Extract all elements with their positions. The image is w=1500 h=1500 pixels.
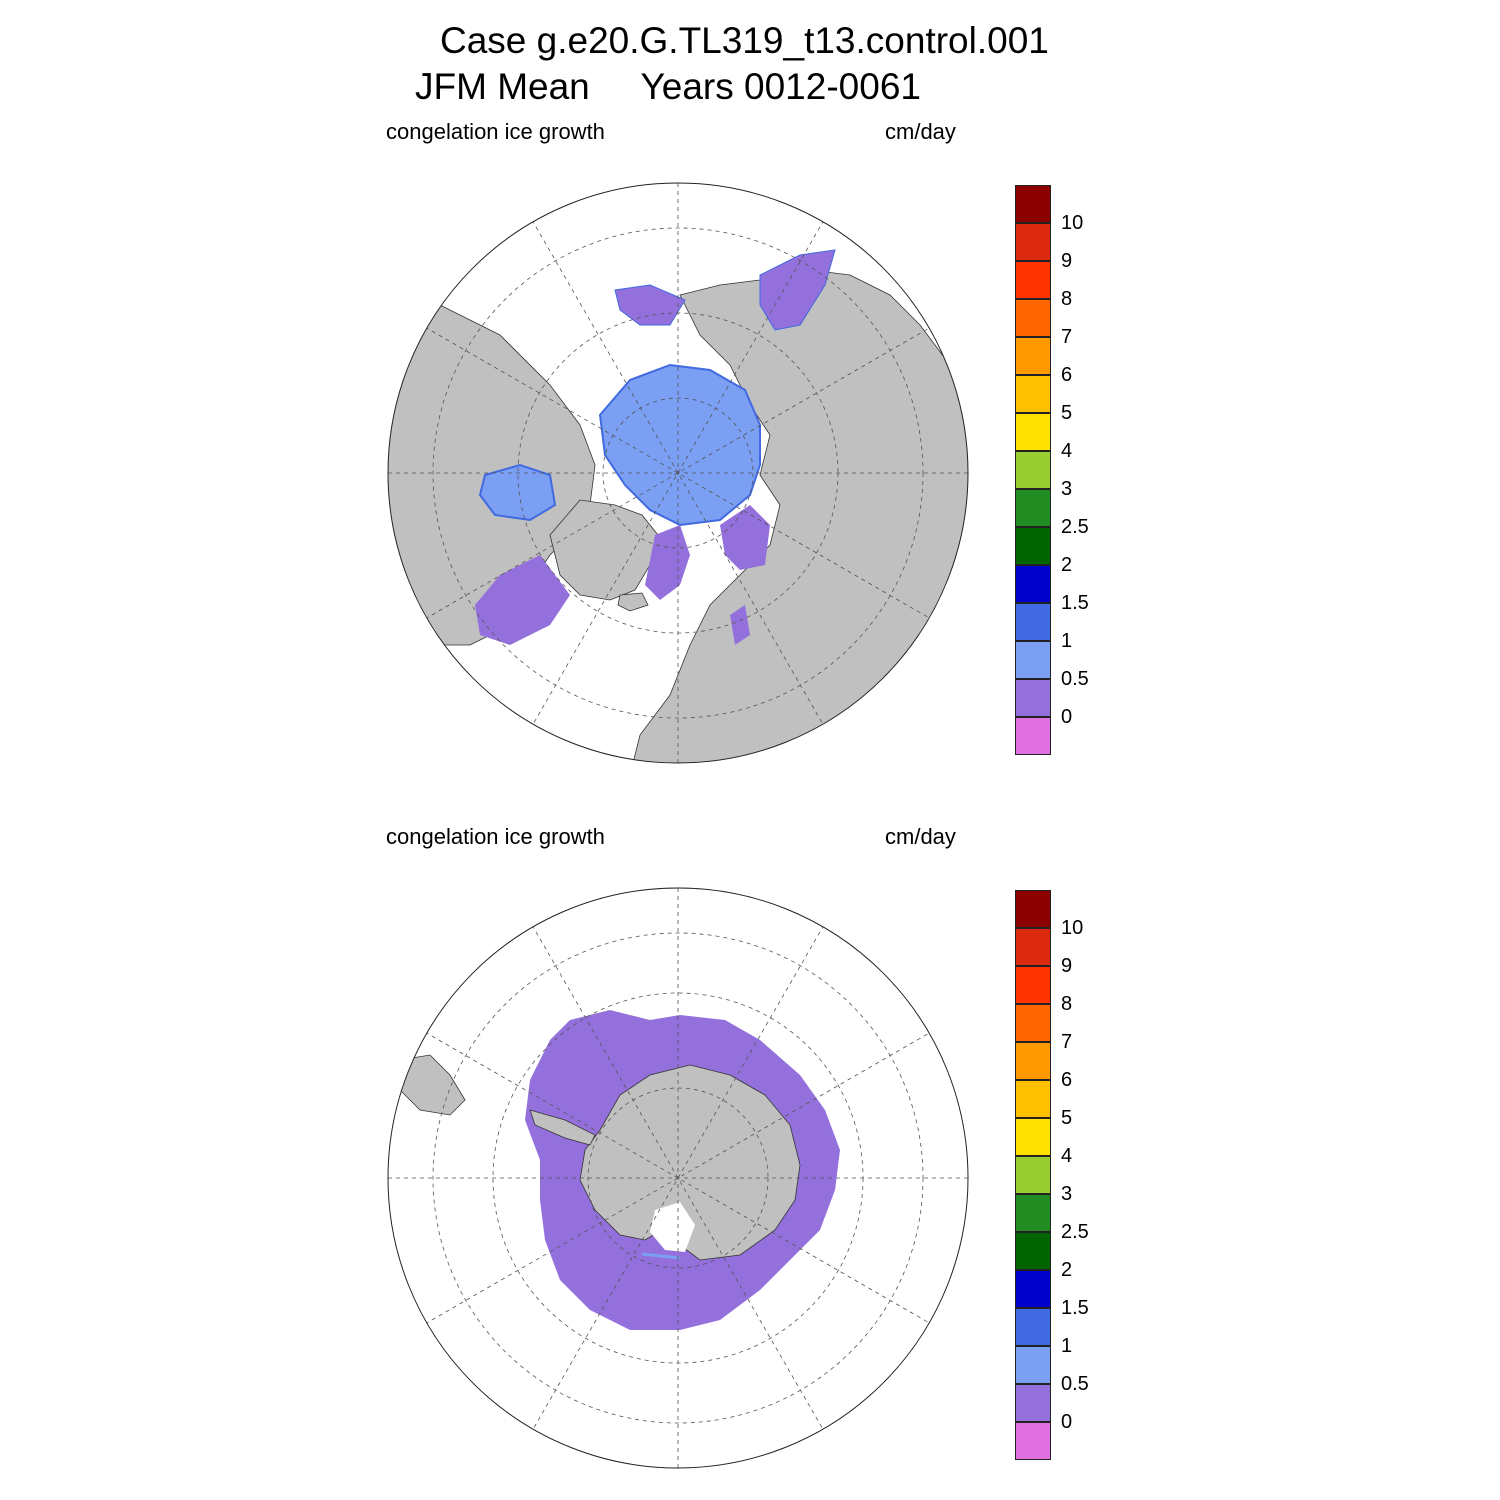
colorbar-swatch [1015, 1118, 1051, 1156]
colorbar-swatch [1015, 679, 1051, 717]
colorbar-swatch [1015, 1346, 1051, 1384]
colorbar: 0 0.5 1 1.5 2 2.5 3 4 5 6 7 8 9 10 [1015, 890, 1095, 1470]
colorbar-swatch [1015, 375, 1051, 413]
sea-ice-arctic-core [598, 363, 761, 527]
map-frame [387, 887, 969, 1469]
colorbar-swatch [1015, 1270, 1051, 1308]
colorbar-swatch [1015, 1232, 1051, 1270]
colorbar-tick-label: 1.5 [1061, 592, 1089, 614]
colorbar-tick-label: 3 [1061, 478, 1073, 500]
south-hemisphere-panel: congelation ice growth cm/day [0, 705, 1500, 1469]
colorbar-swatch [1015, 1156, 1051, 1194]
south-polar-map [387, 887, 969, 1469]
north-hemisphere-panel: congelation ice growth cm/day [0, 0, 1500, 764]
colorbar-tick-label: 2.5 [1061, 1221, 1089, 1243]
colorbar-swatch [1015, 1042, 1051, 1080]
colorbar-swatch [1015, 1194, 1051, 1232]
colorbar-swatch [1015, 1422, 1051, 1460]
colorbar-swatch [1015, 1384, 1051, 1422]
graticule [388, 888, 968, 1468]
colorbar-swatch [1015, 299, 1051, 337]
colorbar-swatch [1015, 451, 1051, 489]
colorbar-tick-label: 5 [1061, 1107, 1073, 1129]
figure-title-line2: JFM Mean Years 0012-0061 [415, 66, 921, 107]
colorbar-tick-label: 0 [1061, 1411, 1073, 1433]
land-iceland [617, 592, 649, 612]
colorbar-tick-label: 1 [1061, 630, 1073, 652]
colorbar-swatch [1015, 413, 1051, 451]
land-south-america [399, 1054, 466, 1116]
sea-ice-edge-blue [641, 1252, 681, 1260]
colorbar-tick-label: 10 [1061, 917, 1084, 939]
colorbar-tick-label: 4 [1061, 1145, 1073, 1167]
colorbar-tick-label: 0.5 [1061, 668, 1089, 690]
colorbar-swatch [1015, 223, 1051, 261]
north-polar-map [387, 182, 969, 764]
ross-ice-gap [650, 1202, 695, 1252]
colorbar-swatch [1015, 527, 1051, 565]
colorbar-tick-label: 5 [1061, 402, 1073, 424]
variable-label: congelation ice growth [386, 119, 605, 144]
colorbar-swatch [1015, 641, 1051, 679]
land-antarctic-peninsula [529, 1109, 596, 1146]
colorbar-tick-label: 2.5 [1061, 516, 1089, 538]
sea-ice-bering [614, 284, 686, 326]
colorbar: 0 0.5 1 1.5 2 2.5 3 4 5 6 7 8 9 10 [1015, 185, 1095, 765]
colorbar-tick-label: 7 [1061, 1031, 1073, 1053]
sea-ice-hudson-bay [478, 463, 557, 522]
figure-title-line1: Case g.e20.G.TL319_t13.control.001 [440, 20, 1049, 61]
colorbar-swatch [1015, 717, 1051, 755]
colorbar-swatch [1015, 1308, 1051, 1346]
colorbar-swatch [1015, 565, 1051, 603]
land-eurasia [629, 269, 968, 763]
colorbar-swatch [1015, 966, 1051, 1004]
variable-label: congelation ice growth [386, 824, 605, 849]
colorbar-tick-label: 6 [1061, 1069, 1073, 1091]
colorbar-swatch [1015, 489, 1051, 527]
map-frame [387, 182, 969, 764]
colorbar-tick-label: 3 [1061, 1183, 1073, 1205]
sea-ice-barents [720, 505, 770, 570]
colorbar-tick-label: 0 [1061, 706, 1073, 728]
land-antarctica [579, 1064, 801, 1261]
colorbar-tick-label: 2 [1061, 1259, 1073, 1281]
colorbar-swatch [1015, 928, 1051, 966]
colorbar-swatch [1015, 1004, 1051, 1042]
colorbar-tick-label: 1 [1061, 1335, 1073, 1357]
sea-ice-okhotsk [759, 249, 836, 331]
colorbar-swatch [1015, 890, 1051, 928]
colorbar-swatch [1015, 1080, 1051, 1118]
colorbar-tick-label: 4 [1061, 440, 1073, 462]
graticule [388, 183, 968, 763]
colorbar-tick-label: 6 [1061, 364, 1073, 386]
colorbar-tick-label: 2 [1061, 554, 1073, 576]
colorbar-tick-label: 8 [1061, 288, 1073, 310]
colorbar-tick-label: 9 [1061, 955, 1073, 977]
colorbar-swatch [1015, 337, 1051, 375]
colorbar-swatch [1015, 261, 1051, 299]
sea-ice-greenland-sea [645, 525, 690, 600]
colorbar-swatch [1015, 603, 1051, 641]
colorbar-tick-label: 7 [1061, 326, 1073, 348]
colorbar-tick-label: 10 [1061, 212, 1084, 234]
colorbar-tick-label: 8 [1061, 993, 1073, 1015]
colorbar-swatch [1015, 185, 1051, 223]
colorbar-tick-label: 1.5 [1061, 1297, 1089, 1319]
units-label: cm/day [885, 824, 956, 849]
sea-ice-baltic [730, 605, 750, 645]
sea-ice-labrador [475, 555, 570, 645]
units-label: cm/day [885, 119, 956, 144]
colorbar-tick-label: 9 [1061, 250, 1073, 272]
colorbar-tick-label: 0.5 [1061, 1373, 1089, 1395]
